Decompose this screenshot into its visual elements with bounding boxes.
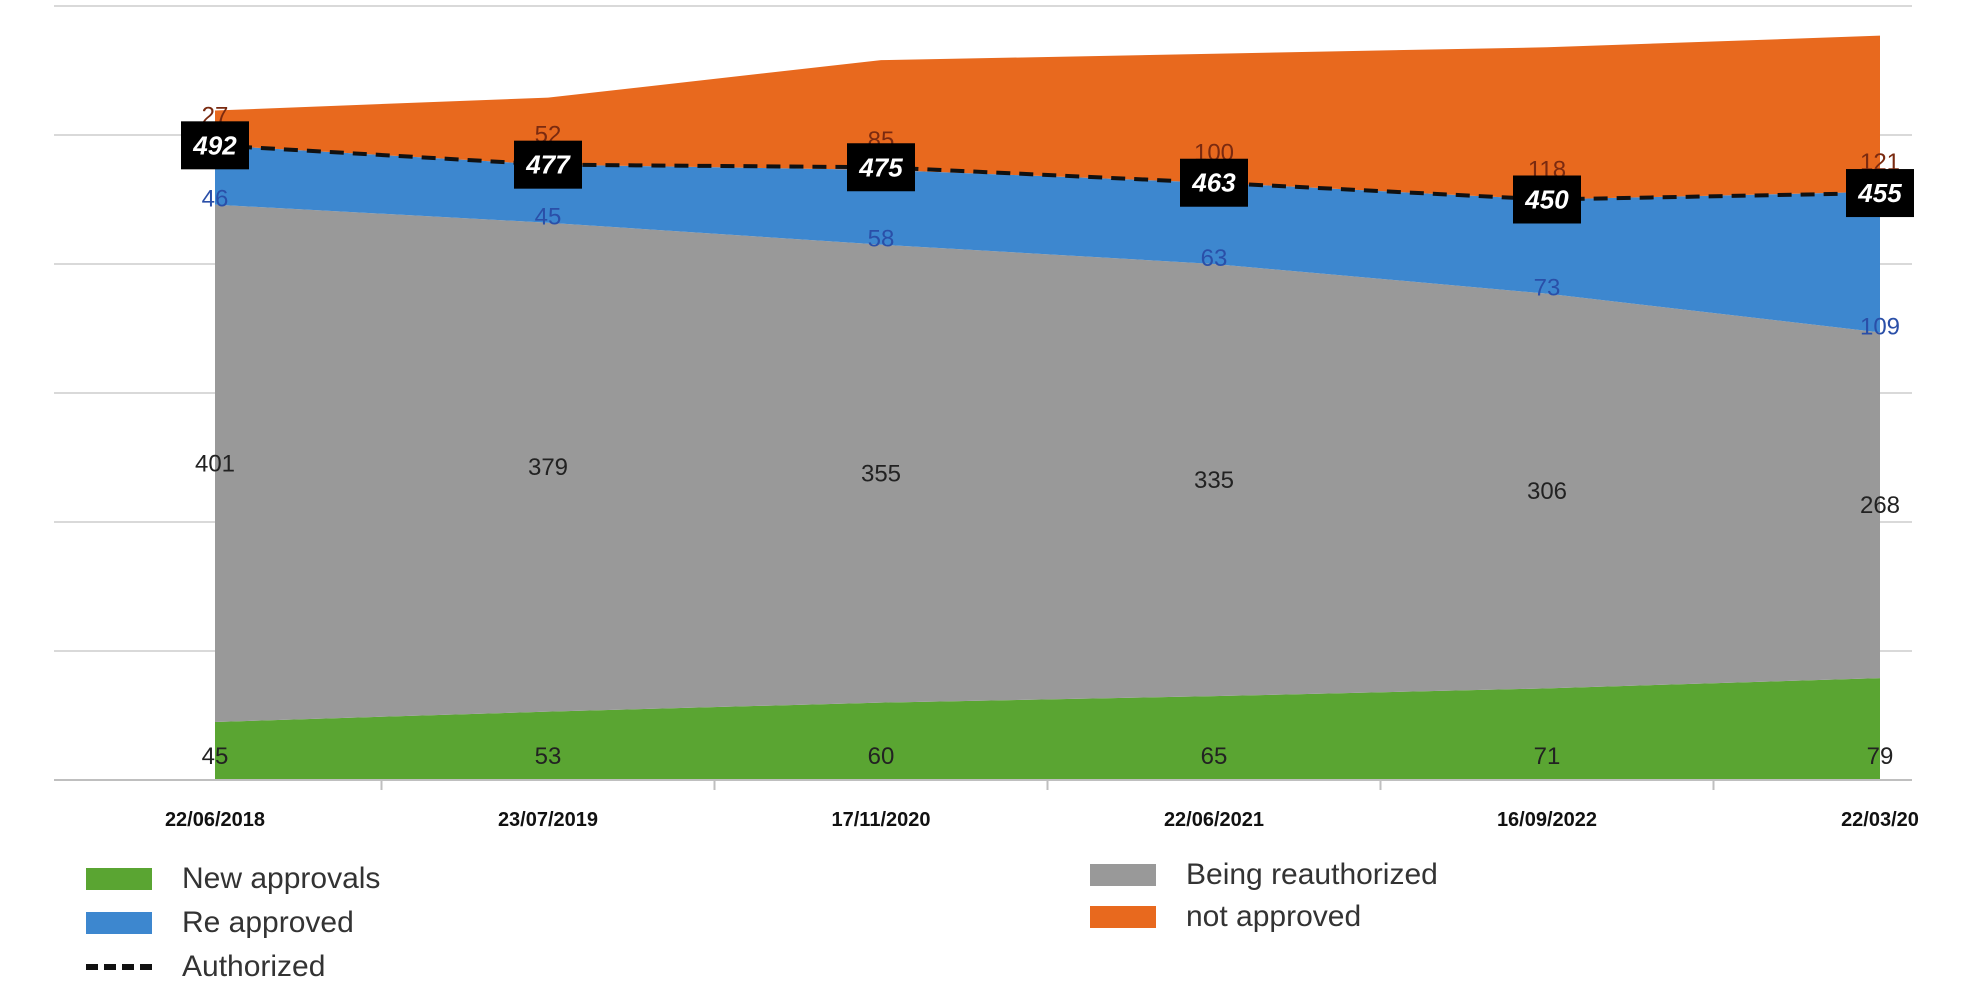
authorized-label-box [1513, 175, 1581, 224]
data-label: 73 [1534, 275, 1561, 302]
area-series [215, 35, 1880, 780]
authorized-label-box [1846, 169, 1914, 218]
legend-swatch-gray [1090, 864, 1156, 886]
legend-item-authorized: Authorized [86, 950, 325, 984]
data-label: 355 [861, 461, 901, 488]
legend-item-new-approvals: New approvals [86, 862, 380, 896]
x-tick-label: 16/09/2022 [1497, 809, 1597, 831]
authorized-line: 492 477 475 463 450 455 [181, 121, 1914, 224]
x-tick-label: 17/11/2020 [832, 809, 931, 831]
authorized-label-box [181, 121, 249, 170]
data-label: 401 [195, 450, 235, 477]
authorized-label: 477 [525, 150, 571, 180]
data-label: 53 [535, 743, 562, 770]
data-labels: 45 53 60 65 71 79 401 379 355 335 306 268 46 45 58 63 73… [195, 102, 1900, 770]
authorized-label: 450 [1524, 185, 1569, 215]
x-tick-label: 23/07/2019 [498, 809, 598, 831]
legend-swatch-orange [1090, 906, 1156, 928]
x-tick-label: 22/06/2018 [165, 809, 265, 831]
legend-item-re-approved: Re approved [86, 906, 354, 940]
data-label: 379 [528, 454, 568, 481]
authorized-label: 475 [858, 152, 903, 182]
authorized-label: 463 [1191, 168, 1236, 198]
data-label: 109 [1860, 313, 1900, 340]
legend-label: Re approved [182, 906, 354, 939]
area-re-approved [215, 145, 1880, 333]
data-label: 58 [868, 226, 895, 253]
data-label: 46 [202, 186, 229, 213]
legend-label: not approved [1186, 900, 1362, 933]
x-axis: 22/06/2018 23/07/2019 17/11/2020 22/06/2021… [54, 779, 1919, 831]
legend-label: New approvals [182, 862, 381, 895]
legend-swatch-green [86, 868, 152, 890]
authorized-label: 492 [192, 130, 237, 160]
data-label: 60 [868, 743, 895, 770]
legend-label: Authorized [182, 950, 326, 983]
data-label: 268 [1860, 492, 1900, 519]
legend-label: Being reauthorized [1186, 858, 1438, 891]
authorized-line-path [214, 143, 1881, 202]
data-label: 65 [1201, 743, 1228, 770]
data-label: 45 [202, 743, 229, 770]
data-label: 63 [1201, 245, 1228, 272]
data-label: 335 [1194, 467, 1234, 494]
x-tick-label: 22/06/2021 [1164, 809, 1264, 831]
area-being-reauthorized [215, 204, 1880, 722]
authorized-label: 455 [1857, 178, 1902, 208]
data-label: 79 [1867, 743, 1894, 770]
data-label: 45 [535, 204, 562, 231]
legend-dash-line [86, 964, 152, 970]
authorized-label-box [847, 143, 915, 192]
data-label: 71 [1534, 743, 1561, 770]
legend-item-not-approved: not approved [1090, 900, 1361, 934]
area-new-approvals [215, 678, 1880, 780]
legend-item-being-reauthorized: Being reauthorized [1090, 858, 1438, 892]
authorized-label-box [514, 140, 582, 189]
x-tick-label: 22/03/20 [1841, 809, 1919, 831]
data-label: 306 [1527, 478, 1567, 505]
authorized-label-box [1180, 158, 1248, 207]
legend-swatch-blue [86, 912, 152, 934]
area-not-approved [215, 35, 1880, 200]
